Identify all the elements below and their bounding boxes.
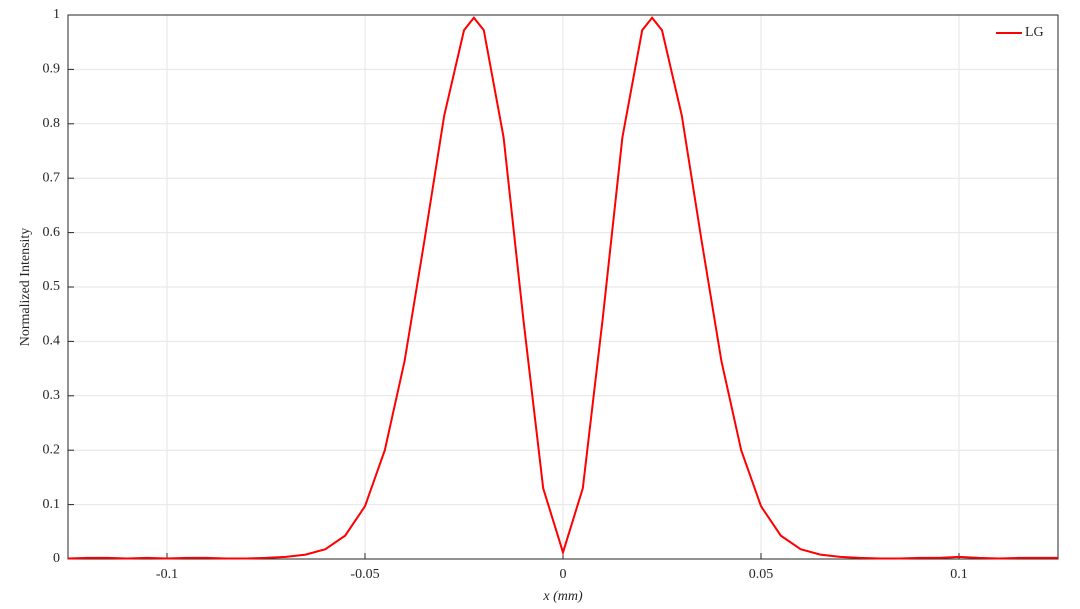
x-tick-label: -0.05: [350, 567, 379, 582]
x-tick-label: 0.05: [749, 567, 774, 582]
y-tick-label: 0: [53, 551, 60, 566]
y-tick-label: 0.2: [43, 442, 61, 457]
y-tick-label: 0.5: [43, 279, 61, 294]
y-tick-label: 0.8: [43, 116, 61, 131]
x-tick-label: -0.1: [156, 567, 178, 582]
x-tick-label: 0.1: [950, 567, 968, 582]
data-line: [67, 16, 1058, 560]
y-tick-label: 0.6: [43, 225, 61, 240]
x-tick-label: 0: [560, 567, 567, 582]
plot-frame: [67, 14, 1059, 560]
y-tick-label: 0.9: [43, 62, 61, 77]
x-axis-label: x (mm): [542, 589, 583, 604]
y-tick-label: 0.7: [43, 170, 61, 185]
y-tick-label: 1: [53, 7, 60, 22]
legend-label: LG: [1025, 25, 1044, 40]
y-tick-label: 0.3: [43, 388, 61, 403]
y-axis-label: Normalized Intensity: [18, 228, 33, 347]
y-tick-label: 0.4: [43, 334, 61, 349]
y-tick-label: 0.1: [43, 497, 61, 512]
